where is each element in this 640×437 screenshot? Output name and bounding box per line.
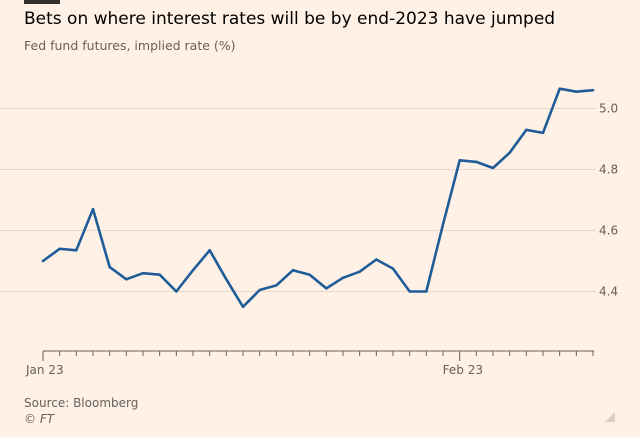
x-tick-label: Feb 23 [443,363,483,377]
ft-credit: © FT [24,412,55,426]
data-point [341,276,345,279]
y-tick-label: 4.4 [599,285,618,299]
data-point [41,259,45,263]
data-point [358,270,361,273]
data-point [125,278,128,281]
data-point [308,273,311,276]
resize-corner-icon [605,412,615,422]
x-tick-label: Jan 23 [25,363,64,377]
data-point [375,258,378,261]
data-point [525,128,528,132]
data-point [558,87,561,90]
series-line-implied-rate [41,87,595,309]
data-point [75,249,78,252]
y-tick-label: 4.8 [599,163,618,177]
data-point [591,89,595,92]
data-point [541,131,545,135]
data-point [391,267,395,270]
data-point [191,268,195,272]
data-point [508,151,511,154]
data-point [425,290,428,293]
data-point [441,223,445,226]
data-point [491,166,495,170]
data-point [208,249,211,252]
data-point [458,159,461,162]
data-point [91,207,95,211]
y-tick-label: 4.6 [599,224,618,238]
y-tick-label: 5.0 [599,102,618,116]
data-point [475,160,478,164]
data-point [275,284,278,287]
chart-subtitle: Fed fund futures, implied rate (%) [24,38,236,53]
data-point [575,90,578,93]
data-point [58,247,61,250]
data-point [241,305,245,308]
data-point [325,287,328,290]
data-point [175,290,178,293]
header-accent-bar [24,0,60,4]
data-point [158,273,161,276]
data-point [408,290,411,293]
data-point [291,268,295,272]
chart-title: Bets on where interest rates will be by … [24,9,556,29]
data-point [225,278,228,281]
source-note: Source: Bloomberg [24,396,139,410]
data-point [108,265,111,269]
data-point [258,288,261,292]
data-point [141,272,145,275]
